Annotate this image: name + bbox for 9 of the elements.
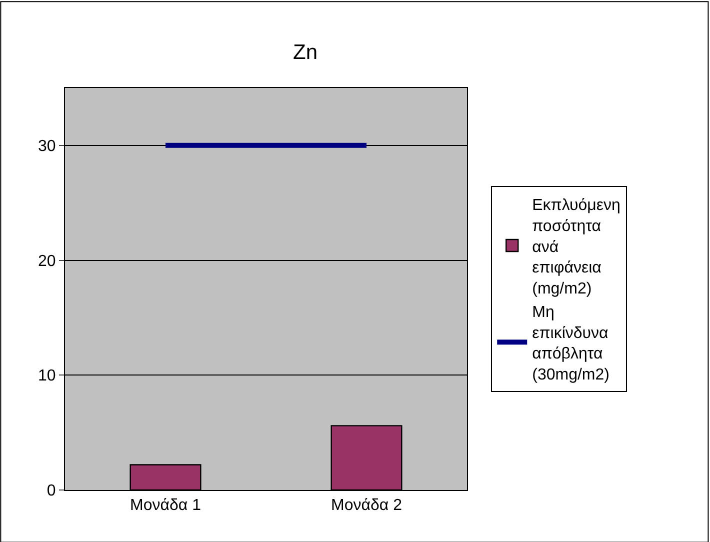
y-tick-label: 10 xyxy=(38,368,56,385)
legend-label: Εκπλυόμενη ποσότητα ανά επιφάνεια (mg/m2) xyxy=(532,197,620,298)
legend-label: Μη επικίνδυνα απόβλητα (30mg/m2) xyxy=(532,304,610,384)
chart-title: Zn xyxy=(293,40,318,64)
y-tick-label: 30 xyxy=(38,138,56,156)
x-tick-label: Μονάδα 2 xyxy=(331,497,402,514)
y-tick-label: 20 xyxy=(38,252,56,270)
x-tick-label: Μονάδα 1 xyxy=(130,497,202,514)
y-tick-label: 0 xyxy=(46,482,56,500)
